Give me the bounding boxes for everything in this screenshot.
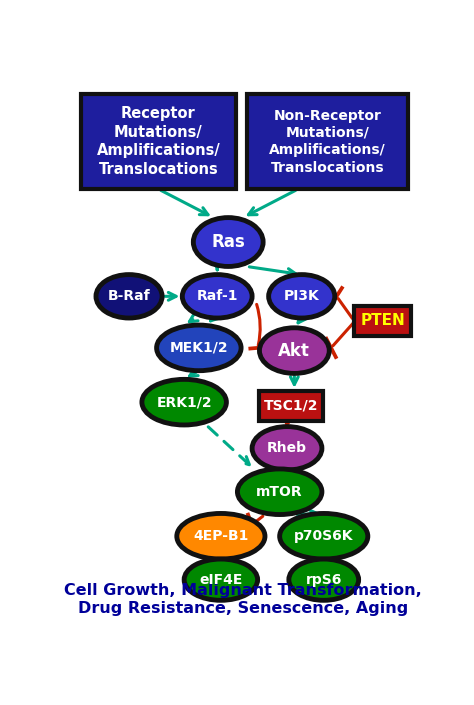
Text: mTOR: mTOR bbox=[256, 485, 303, 498]
FancyArrowPatch shape bbox=[249, 267, 296, 276]
FancyArrowPatch shape bbox=[213, 261, 221, 270]
Text: eIF4E: eIF4E bbox=[199, 572, 243, 587]
Ellipse shape bbox=[280, 513, 368, 559]
Text: Ras: Ras bbox=[211, 233, 245, 251]
Ellipse shape bbox=[182, 274, 252, 318]
Ellipse shape bbox=[269, 274, 335, 318]
Ellipse shape bbox=[259, 328, 329, 374]
Ellipse shape bbox=[177, 513, 265, 559]
Ellipse shape bbox=[193, 218, 263, 266]
FancyArrowPatch shape bbox=[248, 190, 296, 215]
Text: Cell Growth, Malignant Transformation,
Drug Resistance, Senescence, Aging: Cell Growth, Malignant Transformation, D… bbox=[64, 583, 422, 615]
Ellipse shape bbox=[156, 325, 241, 371]
Ellipse shape bbox=[184, 559, 258, 601]
Text: B-Raf: B-Raf bbox=[108, 289, 150, 303]
FancyArrowPatch shape bbox=[208, 427, 249, 465]
FancyArrowPatch shape bbox=[256, 305, 260, 345]
Text: p70S6K: p70S6K bbox=[294, 529, 354, 544]
Text: Rheb: Rheb bbox=[267, 441, 307, 455]
Text: TSC1/2: TSC1/2 bbox=[264, 399, 318, 413]
Ellipse shape bbox=[142, 379, 227, 425]
Text: Non-Receptor
Mutations/
Amplifications/
Translocations: Non-Receptor Mutations/ Amplifications/ … bbox=[269, 109, 386, 175]
FancyArrowPatch shape bbox=[338, 299, 353, 319]
FancyBboxPatch shape bbox=[246, 94, 408, 189]
FancyArrowPatch shape bbox=[284, 467, 294, 475]
FancyArrowPatch shape bbox=[333, 320, 356, 346]
FancyBboxPatch shape bbox=[258, 391, 323, 421]
FancyBboxPatch shape bbox=[354, 306, 411, 336]
FancyArrowPatch shape bbox=[297, 510, 318, 518]
Text: rpS6: rpS6 bbox=[306, 572, 342, 587]
FancyBboxPatch shape bbox=[82, 94, 236, 189]
FancyArrowPatch shape bbox=[291, 376, 298, 384]
Text: PTEN: PTEN bbox=[360, 313, 405, 329]
FancyArrowPatch shape bbox=[254, 516, 263, 523]
Text: PI3K: PI3K bbox=[284, 289, 319, 303]
Text: Receptor
Mutations/
Amplifications/
Translocations: Receptor Mutations/ Amplifications/ Tran… bbox=[97, 106, 220, 177]
FancyArrowPatch shape bbox=[190, 314, 198, 321]
Ellipse shape bbox=[96, 274, 162, 318]
Ellipse shape bbox=[237, 469, 322, 515]
FancyArrowPatch shape bbox=[210, 312, 219, 321]
Text: Akt: Akt bbox=[278, 342, 310, 360]
FancyArrowPatch shape bbox=[287, 423, 289, 424]
FancyArrowPatch shape bbox=[190, 369, 198, 376]
FancyArrowPatch shape bbox=[165, 293, 176, 300]
Ellipse shape bbox=[252, 427, 322, 470]
FancyArrowPatch shape bbox=[298, 314, 306, 323]
Text: MEK1/2: MEK1/2 bbox=[170, 341, 228, 355]
Text: 4EP-B1: 4EP-B1 bbox=[193, 529, 248, 544]
FancyArrowPatch shape bbox=[161, 190, 208, 215]
Text: ERK1/2: ERK1/2 bbox=[156, 396, 212, 409]
Text: Raf-1: Raf-1 bbox=[196, 289, 238, 303]
Ellipse shape bbox=[289, 559, 359, 601]
